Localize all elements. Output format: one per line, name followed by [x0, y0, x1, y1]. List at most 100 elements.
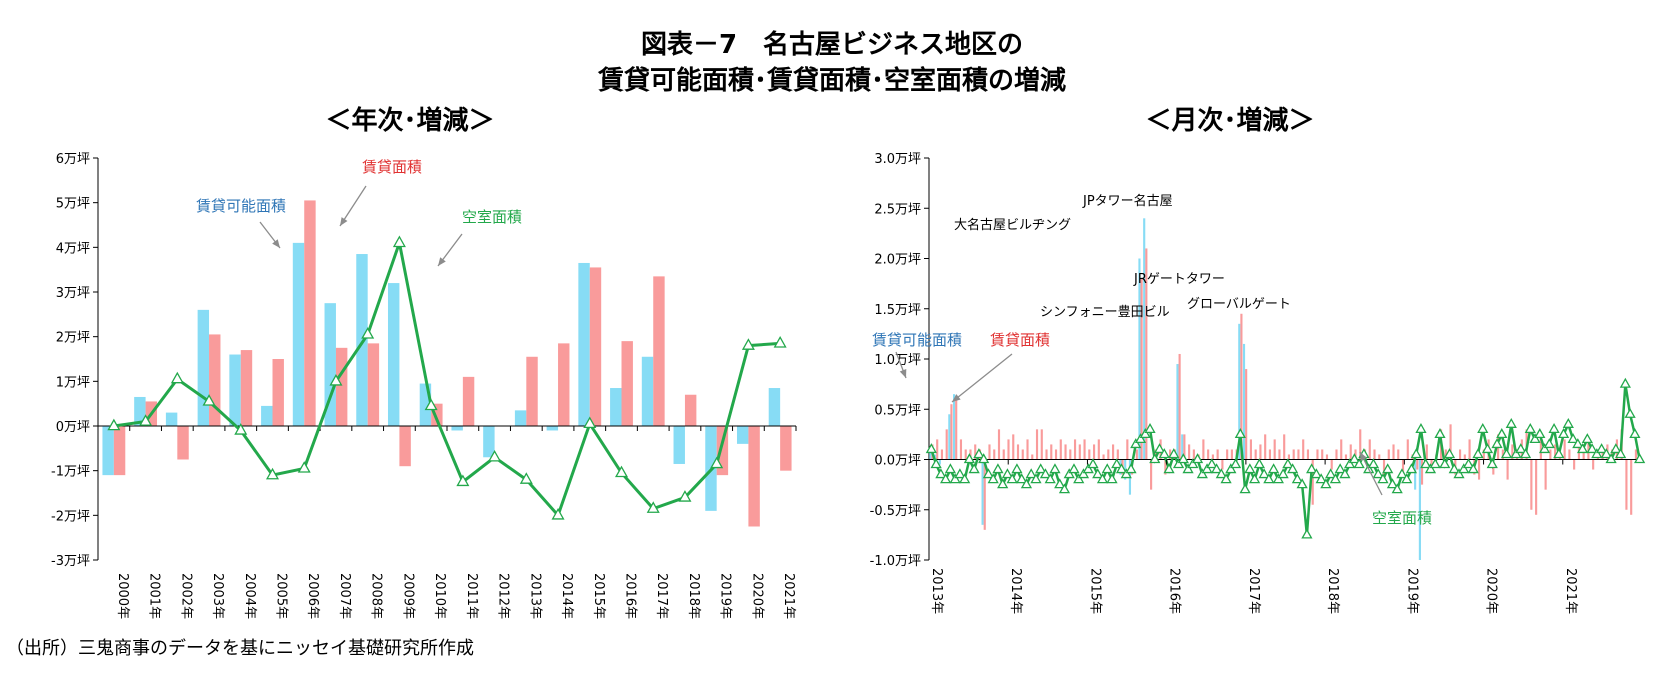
bar-available — [324, 303, 336, 426]
point-vacant — [202, 394, 216, 406]
bar-leased — [335, 347, 348, 426]
arrow-vacant-head — [438, 257, 446, 266]
point-vacant — [1320, 478, 1332, 489]
point-vacant — [1253, 458, 1265, 469]
point-vacant — [1006, 473, 1018, 484]
bar-leased — [1021, 449, 1024, 460]
bar-leased — [1107, 449, 1110, 460]
point-vacant — [1139, 428, 1151, 439]
bar-leased — [1449, 424, 1452, 460]
x-tick-label: 2016年 — [1167, 568, 1182, 614]
x-tick-label: 2018年 — [686, 573, 701, 619]
arrow-leased-head — [952, 394, 961, 402]
bar-available — [102, 426, 114, 476]
point-vacant — [1201, 463, 1213, 474]
bar-leased — [1012, 434, 1015, 460]
point-vacant — [1063, 468, 1075, 479]
point-vacant — [1396, 468, 1408, 479]
point-vacant — [1096, 473, 1109, 484]
bar-leased — [945, 429, 948, 460]
bar-leased — [1468, 439, 1471, 460]
bar-leased — [936, 439, 939, 460]
bar-leased — [1625, 459, 1628, 510]
point-vacant — [1239, 483, 1251, 494]
bar-leased — [1202, 439, 1205, 460]
bar-available — [134, 396, 146, 426]
bar-leased — [177, 426, 189, 460]
point-vacant — [1058, 483, 1071, 494]
y-tick-label: 1.5万坪 — [874, 303, 921, 318]
point-vacant — [1306, 463, 1318, 474]
point-vacant — [1082, 463, 1094, 474]
point-vacant — [1111, 458, 1123, 469]
point-vacant — [678, 490, 692, 502]
bar-available — [483, 426, 495, 458]
bar-leased — [431, 403, 443, 426]
bar-leased — [1373, 449, 1376, 460]
point-vacant — [1410, 448, 1422, 459]
bar-leased — [997, 429, 1001, 460]
label-jr-gate-tower: JRゲートタワー — [1133, 272, 1225, 287]
bar-leased — [1249, 439, 1252, 460]
bar-leased — [1568, 449, 1571, 460]
x-tick-label: 2020年 — [749, 573, 764, 619]
y-tick-label: 2.5万坪 — [874, 202, 921, 217]
x-tick-label: 2002年 — [178, 573, 193, 619]
bar-leased — [1601, 449, 1604, 460]
bar-leased — [1035, 429, 1039, 460]
point-vacant — [1557, 428, 1570, 439]
point-vacant — [1234, 428, 1246, 439]
bar-leased — [1416, 459, 1419, 470]
bar-leased — [1335, 449, 1338, 460]
bar-leased — [974, 444, 977, 460]
point-vacant — [1225, 463, 1237, 474]
y-tick-label: 3.0万坪 — [874, 152, 921, 167]
bar-leased — [1078, 444, 1081, 460]
bar-leased — [1183, 434, 1186, 460]
bar-leased — [621, 341, 633, 426]
point-vacant — [1168, 448, 1180, 459]
bar-available — [229, 354, 241, 426]
point-vacant — [424, 398, 438, 411]
point-vacant — [1339, 468, 1351, 479]
point-vacant — [935, 468, 947, 479]
x-tick-label: 2004年 — [242, 573, 257, 619]
point-vacant — [1619, 377, 1631, 388]
point-vacant — [1605, 453, 1617, 464]
x-tick-label: 2020年 — [1484, 568, 1499, 614]
point-vacant — [1534, 428, 1546, 439]
point-vacant — [1491, 438, 1503, 449]
bar-leased — [955, 399, 958, 460]
bar-leased — [1273, 439, 1276, 460]
point-vacant — [987, 473, 999, 484]
x-tick-label: 2011年 — [464, 573, 479, 619]
y-tick-label: 2.0万坪 — [874, 253, 921, 268]
point-vacant — [551, 508, 565, 520]
point-vacant — [1629, 428, 1641, 439]
point-vacant — [139, 414, 153, 426]
bar-leased — [1150, 459, 1153, 490]
bar-leased — [950, 404, 953, 460]
bar-available — [1176, 364, 1179, 460]
bar-leased — [1316, 449, 1319, 460]
x-tick-label: 2013年 — [929, 568, 944, 614]
line-vacant — [113, 237, 781, 519]
point-vacant — [1282, 458, 1294, 469]
x-tick-label: 2017年 — [654, 573, 669, 619]
bar-leased — [1463, 454, 1466, 460]
bar-available — [578, 262, 590, 426]
bar-leased — [1544, 459, 1547, 490]
bar-leased — [1164, 459, 1167, 475]
bar-leased — [993, 449, 996, 460]
bar-leased — [1539, 434, 1542, 460]
point-vacant — [963, 453, 976, 464]
point-vacant — [1068, 463, 1080, 474]
bar-leased — [1050, 444, 1053, 460]
bar-leased — [1040, 429, 1043, 460]
x-tick-label: 2007年 — [337, 573, 352, 619]
point-vacant — [1077, 468, 1090, 479]
bar-leased — [988, 444, 991, 460]
point-vacant — [1443, 448, 1456, 459]
bar-leased — [1116, 449, 1119, 460]
point-vacant — [1510, 448, 1522, 459]
